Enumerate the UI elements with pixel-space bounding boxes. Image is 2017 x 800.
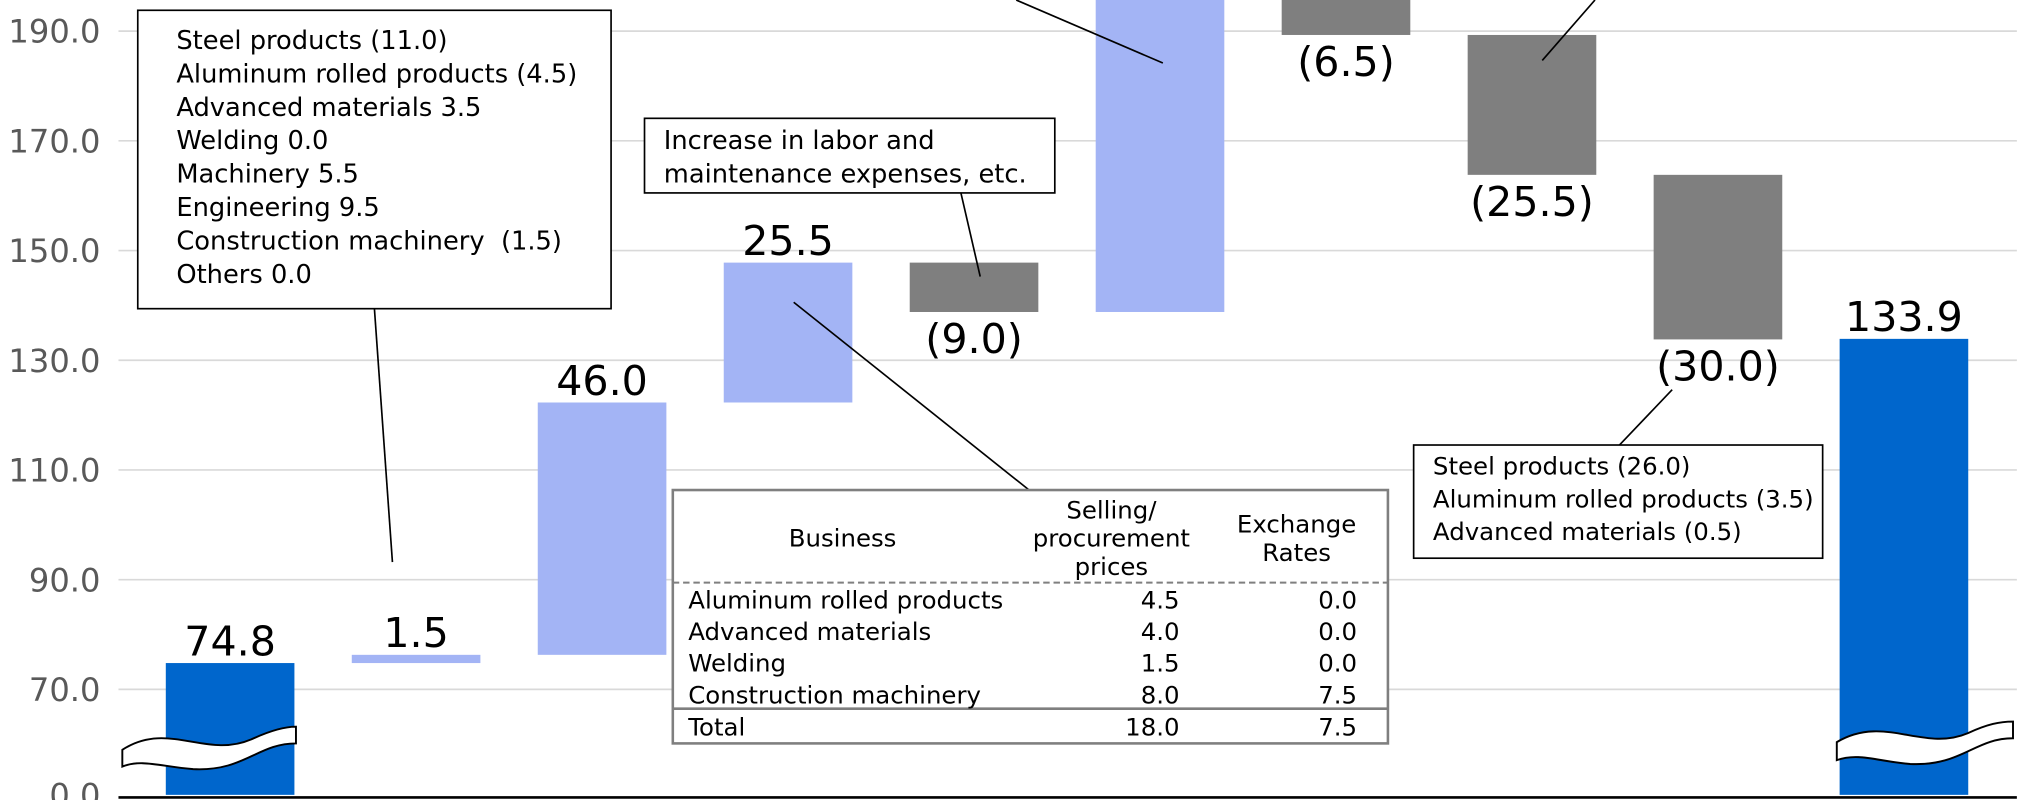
table-header: prices — [1075, 552, 1149, 581]
callout-box — [1412, 444, 1824, 560]
table-cell: Aluminum rolled products — [688, 585, 1003, 614]
table-cell: 7.5 — [1318, 680, 1357, 709]
axis-break — [1835, 720, 2014, 765]
value-label: 74.8 — [184, 617, 276, 665]
table-cell: 4.5 — [1141, 585, 1180, 614]
y-tick-label: 0.0 — [49, 776, 100, 800]
value-label: 133.9 — [1845, 293, 1963, 341]
leader-line — [1015, 0, 1164, 64]
bar — [1281, 0, 1411, 35]
table-cell: 8.0 — [1141, 680, 1180, 709]
bar — [1653, 174, 1783, 340]
table-header: Business — [789, 524, 897, 553]
bar — [165, 663, 295, 795]
bar — [1467, 34, 1597, 175]
table-total: 18.0 — [1125, 713, 1179, 742]
leader-line — [960, 192, 982, 277]
callout-text: maintenance expenses, etc. — [664, 160, 1027, 190]
bar — [723, 262, 853, 403]
leader-line — [793, 301, 1030, 491]
table-total: 7.5 — [1318, 713, 1357, 742]
bars — [165, 0, 1969, 795]
table-total: Total — [687, 713, 745, 742]
bar — [351, 654, 481, 664]
value-label: (25.5) — [1470, 178, 1594, 226]
callout-text: Machinery 5.5 — [176, 160, 359, 190]
table-cell: Welding — [688, 649, 786, 678]
y-tick-label: 170.0 — [8, 122, 100, 160]
value-label: (30.0) — [1656, 343, 1780, 391]
table-header: Rates — [1262, 538, 1331, 567]
callout-text: Engineering 9.5 — [176, 193, 379, 223]
callout-text: Advanced materials (0.5) — [1433, 517, 1742, 546]
table-header: Selling/ — [1066, 495, 1157, 524]
annotations: 74.8 1.5 46.0 25.5 (9.0) (6.5) (25.5) (30.0) 133… — [176, 26, 1962, 742]
callout-text: Welding 0.0 — [176, 126, 328, 156]
y-tick-label: 90.0 — [29, 561, 101, 599]
y-tick-label: 150.0 — [8, 232, 100, 270]
leader-line — [1541, 0, 1596, 61]
leader-line — [373, 308, 394, 563]
callout-text: Aluminum rolled products (4.5) — [176, 59, 577, 89]
callout-box — [136, 9, 612, 310]
value-label: 25.5 — [742, 217, 834, 265]
callout-text: Increase in labor and — [664, 126, 935, 156]
axis-break — [121, 725, 297, 771]
callout-text: Construction machinery (1.5) — [176, 227, 562, 257]
table-cell: Construction machinery — [688, 680, 981, 709]
table-cell: 4.0 — [1141, 617, 1180, 646]
y-tick-label: 70.0 — [29, 671, 101, 709]
value-label: (9.0) — [925, 315, 1023, 363]
table-cell: 0.0 — [1318, 649, 1357, 678]
bar — [1095, 0, 1225, 312]
bar — [1839, 338, 1969, 795]
table-cell: 0.0 — [1318, 585, 1357, 614]
y-tick-label: 110.0 — [8, 452, 100, 490]
table-header: procurement — [1033, 524, 1190, 553]
table-box — [671, 488, 1390, 745]
table-header: Exchange — [1237, 509, 1356, 538]
value-label: 1.5 — [383, 609, 448, 657]
callout-text: Others 0.0 — [176, 260, 312, 290]
leader-line — [1618, 389, 1673, 446]
callout-text: Steel products (11.0) — [176, 26, 447, 56]
bar — [537, 402, 667, 655]
leader-lines — [373, 0, 1673, 563]
table-cell: 1.5 — [1141, 649, 1180, 678]
table-cell: 0.0 — [1318, 617, 1357, 646]
y-tick-label: 130.0 — [8, 342, 100, 380]
bar — [909, 262, 1039, 312]
callout-box — [643, 117, 1056, 194]
callout-text: Steel products (26.0) — [1433, 452, 1691, 481]
y-tick-label: 190.0 — [8, 13, 100, 51]
table-cell: Advanced materials — [688, 617, 931, 646]
value-label: (6.5) — [1297, 38, 1395, 86]
callout-text: Aluminum rolled products (3.5) — [1433, 484, 1814, 513]
callout-text: Advanced materials 3.5 — [176, 93, 481, 123]
value-label: 46.0 — [556, 357, 648, 405]
